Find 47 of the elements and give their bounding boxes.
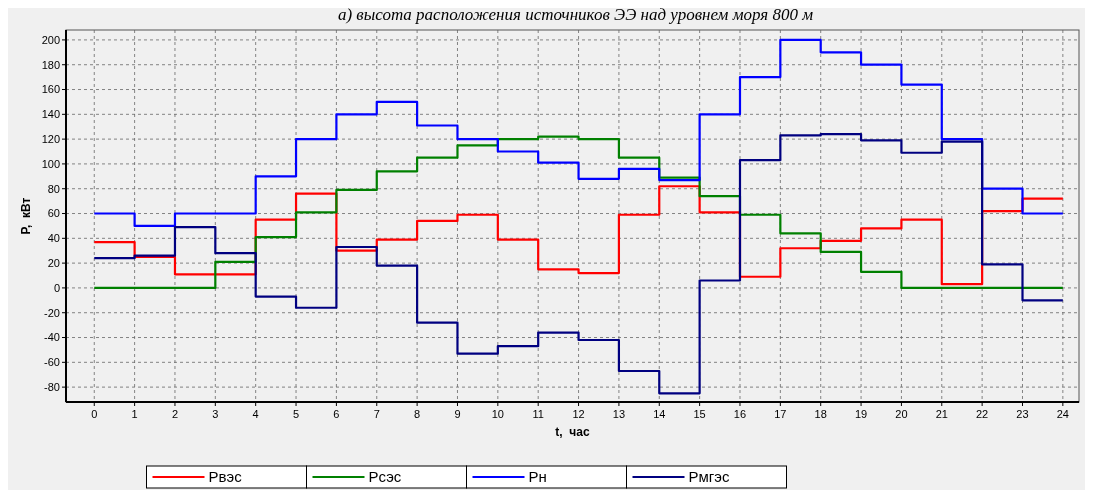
x-tick-label: 1 bbox=[131, 408, 138, 420]
x-axis-title: t, час bbox=[555, 425, 590, 439]
y-tick-label: 100 bbox=[41, 157, 60, 170]
x-tick-label: 12 bbox=[572, 408, 585, 420]
y-tick-label: 20 bbox=[47, 256, 60, 269]
legend-label: Рмгэс bbox=[688, 468, 730, 486]
x-tick-label: 10 bbox=[491, 408, 504, 420]
legend-label: Рсэс bbox=[368, 468, 402, 486]
x-tick-label: 24 bbox=[1056, 408, 1069, 420]
x-tick-label: 5 bbox=[292, 408, 300, 420]
x-tick-label: 7 bbox=[373, 408, 380, 420]
legend-label: Рн bbox=[528, 468, 547, 486]
y-tick-label: 0 bbox=[53, 281, 60, 294]
x-tick-label: 15 bbox=[693, 408, 706, 420]
y-tick-label: 80 bbox=[47, 182, 60, 195]
x-tick-label: 4 bbox=[252, 408, 259, 420]
x-tick-label: 9 bbox=[454, 408, 461, 420]
x-tick-label: 0 bbox=[91, 408, 98, 420]
y-axis-title: P, кВт bbox=[19, 197, 33, 235]
x-tick-label: 20 bbox=[895, 408, 908, 420]
x-tick-label: 11 bbox=[532, 408, 544, 420]
x-tick-label: 19 bbox=[854, 408, 868, 420]
y-tick-label: 140 bbox=[41, 108, 60, 121]
legend-label: Рвэс bbox=[208, 468, 243, 486]
x-tick-label: 18 bbox=[814, 408, 827, 420]
x-tick-label: 13 bbox=[612, 408, 626, 420]
y-tick-label: 40 bbox=[47, 232, 60, 245]
x-tick-label: 14 bbox=[653, 408, 666, 420]
y-tick-label: 60 bbox=[47, 207, 60, 220]
x-tick-label: 3 bbox=[212, 408, 219, 420]
y-tick-label: 180 bbox=[41, 58, 60, 71]
x-tick-label: 8 bbox=[414, 408, 421, 420]
x-tick-label: 17 bbox=[774, 408, 787, 420]
x-tick-label: 6 bbox=[333, 408, 340, 420]
x-tick-label: 2 bbox=[171, 408, 179, 420]
x-tick-label: 22 bbox=[976, 408, 989, 420]
x-tick-label: 16 bbox=[733, 408, 747, 420]
y-tick-label: -40 bbox=[44, 331, 60, 344]
y-tick-label: -20 bbox=[44, 306, 60, 319]
y-tick-label: 160 bbox=[41, 83, 60, 96]
y-tick-label: -80 bbox=[44, 380, 60, 393]
x-tick-label: 23 bbox=[1016, 408, 1029, 420]
y-tick-label: -60 bbox=[44, 356, 60, 369]
chart-title: а) высота расположения источников ЭЭ над уровнем моря 800 м bbox=[337, 5, 814, 24]
y-tick-label: 120 bbox=[41, 132, 60, 145]
x-tick-label: 21 bbox=[935, 408, 948, 420]
y-tick-label: 200 bbox=[41, 33, 60, 46]
